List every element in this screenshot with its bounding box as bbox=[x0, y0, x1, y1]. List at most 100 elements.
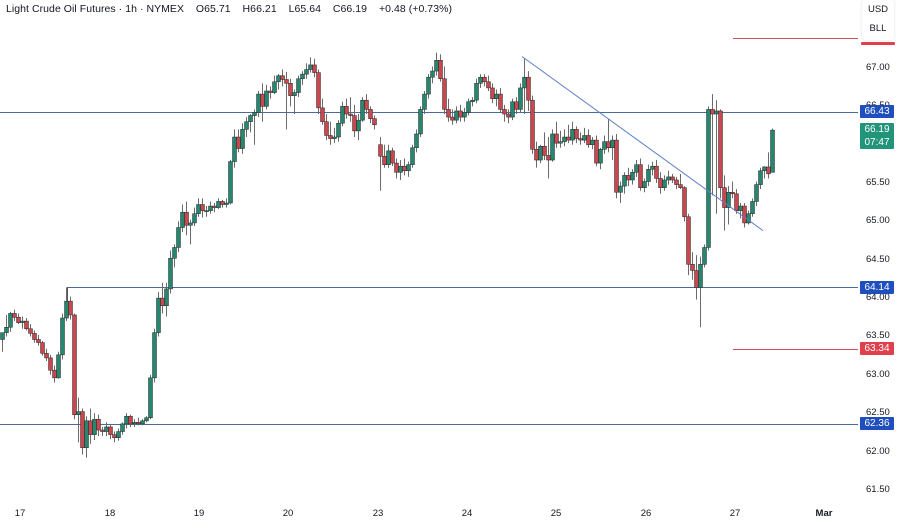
candle-up bbox=[192, 213, 197, 224]
candle-up bbox=[762, 166, 767, 172]
time-tick-label: 27 bbox=[729, 508, 741, 519]
level-price-tag: 62.36 bbox=[860, 417, 894, 431]
time-tick-label: 26 bbox=[640, 508, 652, 519]
candle-down bbox=[88, 420, 93, 435]
candle-down bbox=[320, 107, 325, 122]
time-tick-label: 17 bbox=[14, 508, 26, 519]
candle-up bbox=[164, 288, 169, 307]
interval-label[interactable]: 1h bbox=[125, 3, 137, 15]
candle-up bbox=[204, 210, 209, 212]
candle-up bbox=[470, 99, 475, 102]
candle-up bbox=[418, 109, 423, 135]
candle-up bbox=[188, 222, 193, 226]
candle-up bbox=[0, 332, 5, 340]
candle-up bbox=[264, 90, 269, 107]
candle-up bbox=[360, 99, 365, 121]
candle-down bbox=[36, 339, 41, 343]
candle-down bbox=[594, 139, 599, 164]
candle-up bbox=[20, 320, 25, 323]
unit-label[interactable]: BLL bbox=[869, 23, 887, 34]
candle-down bbox=[12, 313, 17, 318]
currency-unit-selector[interactable]: USD BLL bbox=[862, 0, 894, 40]
candle-up bbox=[300, 73, 305, 79]
candle-up bbox=[244, 121, 249, 130]
trendline bbox=[521, 56, 764, 232]
ohlc-close: C66.19 bbox=[332, 3, 368, 15]
candle-up bbox=[216, 201, 221, 208]
level-price-tag: 64.14 bbox=[860, 280, 894, 294]
candle-down bbox=[710, 109, 715, 115]
candle-up bbox=[610, 139, 615, 149]
candle-up bbox=[8, 313, 13, 328]
price-tick-label: 67.00 bbox=[866, 62, 890, 73]
candle-down bbox=[136, 422, 141, 425]
candle-up bbox=[228, 161, 233, 204]
time-tick-label: 18 bbox=[104, 508, 116, 519]
candle-up bbox=[248, 115, 253, 122]
candle-up bbox=[550, 133, 555, 161]
candle-down bbox=[96, 419, 101, 431]
candle-up bbox=[140, 420, 145, 425]
price-tick-label: 61.50 bbox=[866, 483, 890, 495]
ohlc-high: H66.21 bbox=[242, 3, 277, 15]
candle-up bbox=[56, 354, 61, 379]
candle-down bbox=[514, 101, 519, 110]
candle-down bbox=[526, 76, 531, 101]
candle-up bbox=[642, 181, 647, 188]
candle-down bbox=[566, 136, 571, 141]
candle-down bbox=[654, 165, 659, 179]
candle-down bbox=[324, 121, 329, 136]
symbol-name[interactable]: Light Crude Oil Futures bbox=[6, 3, 116, 15]
candle-down bbox=[284, 79, 289, 84]
candle-down bbox=[446, 109, 451, 118]
candle-up bbox=[64, 300, 69, 319]
candle-up bbox=[356, 119, 361, 132]
price-tick-label: 65.00 bbox=[866, 215, 890, 227]
candle-up bbox=[124, 415, 129, 425]
candle-down bbox=[344, 106, 349, 115]
candle-down bbox=[44, 353, 49, 359]
candle-down bbox=[442, 78, 447, 110]
candle-up bbox=[84, 420, 89, 448]
candle-up bbox=[702, 247, 707, 265]
candle-up bbox=[430, 70, 435, 78]
candle-up bbox=[336, 122, 341, 138]
candle-up bbox=[168, 257, 173, 290]
candle-down bbox=[730, 192, 735, 195]
candle-down bbox=[316, 72, 321, 109]
price-tick-label: 62.50 bbox=[866, 407, 890, 419]
bar-countdown: 07:47 bbox=[864, 137, 890, 149]
candle-up bbox=[462, 112, 467, 118]
candle-up bbox=[562, 136, 567, 142]
candle-down bbox=[72, 314, 77, 415]
candle-up bbox=[60, 317, 65, 356]
candle-up bbox=[754, 184, 759, 202]
candle-down bbox=[742, 205, 747, 224]
candle-down bbox=[690, 264, 695, 271]
candle-down bbox=[184, 211, 189, 226]
candle-up bbox=[144, 417, 149, 422]
candle-down bbox=[394, 162, 399, 173]
candle-down bbox=[52, 369, 57, 379]
candle-down bbox=[280, 75, 285, 80]
candle-up bbox=[292, 92, 297, 96]
price-tick-label: 64.50 bbox=[866, 253, 890, 265]
candle-down bbox=[68, 300, 73, 316]
candle-down bbox=[674, 179, 679, 185]
candle-down bbox=[100, 429, 105, 432]
candle-down bbox=[530, 99, 535, 150]
symbol-legend: Light Crude Oil Futures · 1h · NYMEX O65… bbox=[6, 3, 452, 15]
candle-up bbox=[272, 81, 277, 93]
currency-label[interactable]: USD bbox=[867, 4, 889, 15]
red-level-price-tag: 63.34 bbox=[860, 342, 894, 356]
candle-up bbox=[770, 129, 775, 173]
candle-up bbox=[738, 205, 743, 211]
candle-up bbox=[398, 165, 403, 173]
candle-down bbox=[40, 342, 45, 354]
candle-up bbox=[630, 172, 635, 181]
candle-up bbox=[308, 64, 313, 70]
candle-down bbox=[288, 83, 293, 96]
last-price-tag: 66.19 07:47 bbox=[860, 123, 894, 150]
candle-down bbox=[626, 175, 631, 181]
